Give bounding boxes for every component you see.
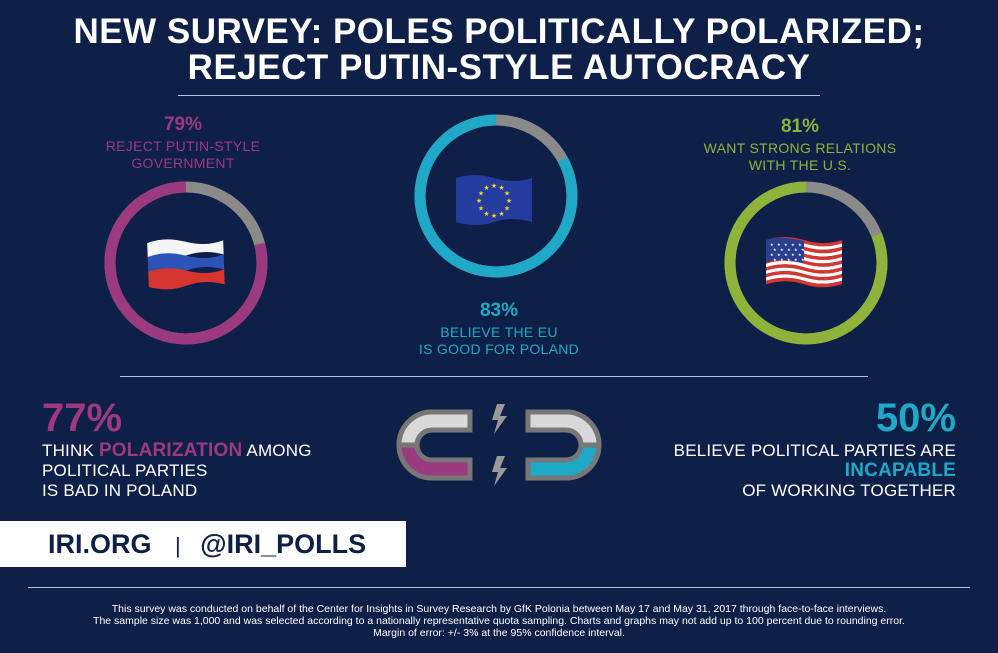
us-percent: 81% bbox=[780, 116, 820, 137]
us-stripe bbox=[766, 260, 842, 271]
us-star: ★ bbox=[777, 242, 781, 247]
us-label-line-1: WANT STRONG RELATIONS bbox=[703, 140, 897, 156]
us-stripe bbox=[766, 271, 842, 281]
polarization-line-1: THINK POLARIZATION AMONG bbox=[42, 441, 372, 461]
page-title: NEW SURVEY: POLES POLITICALLY POLARIZED;… bbox=[0, 14, 998, 86]
us-value-arc bbox=[724, 181, 888, 345]
parties-highlight: INCAPABLE bbox=[844, 460, 956, 481]
us-stripe bbox=[766, 267, 842, 277]
title-line-2: REJECT PUTIN-STYLE AUTOCRACY bbox=[187, 48, 811, 87]
us-flag-icon: ★ ★ ★ ★ ★★ ★ ★ ★ ★★ ★ ★ ★ ★★ ★ ★ ★ ★ bbox=[766, 237, 842, 288]
us-star: ★ bbox=[784, 252, 788, 257]
us-star: ★ bbox=[791, 252, 795, 257]
eu-star: ★ bbox=[498, 210, 504, 218]
polarization-percent: 77% bbox=[42, 396, 123, 440]
eu-star: ★ bbox=[506, 197, 512, 205]
polarization-highlight: POLARIZATION bbox=[98, 440, 243, 461]
us-star: ★ bbox=[794, 257, 798, 262]
lightning-icon bbox=[492, 404, 507, 486]
us-star: ★ bbox=[770, 252, 774, 257]
eu-star: ★ bbox=[476, 197, 482, 205]
eu-label-line-2: IS GOOD FOR POLAND bbox=[418, 341, 580, 357]
eu-star: ★ bbox=[483, 210, 489, 218]
handles-separator: | bbox=[175, 533, 181, 558]
us-stripe bbox=[766, 274, 842, 284]
footer-divider bbox=[28, 587, 970, 588]
footer-line-1: This survey was conducted on behalf of t… bbox=[111, 603, 887, 615]
us-star: ★ bbox=[780, 257, 784, 262]
eu-value-arc bbox=[414, 114, 578, 278]
eu-star: ★ bbox=[504, 205, 510, 213]
us-star: ★ bbox=[770, 242, 774, 247]
us-star: ★ bbox=[787, 247, 791, 252]
parties-block: 50% BELIEVE POLITICAL PARTIES ARE INCAPA… bbox=[640, 398, 956, 501]
russia-label-line-1: REJECT PUTIN-STYLE bbox=[105, 138, 261, 154]
us-star: ★ bbox=[798, 242, 802, 247]
eu-star: ★ bbox=[491, 212, 497, 220]
eu-star: ★ bbox=[478, 190, 484, 198]
us-star: ★ bbox=[784, 242, 788, 247]
us-star: ★ bbox=[777, 252, 781, 257]
section-divider bbox=[120, 376, 868, 377]
russia-percent: 79% bbox=[163, 114, 203, 135]
us-stripe bbox=[766, 277, 842, 288]
polarization-among: AMONG bbox=[242, 441, 312, 460]
us-star: ★ bbox=[801, 247, 805, 252]
polarization-think: THINK bbox=[42, 441, 99, 460]
us-star: ★ bbox=[801, 257, 805, 262]
footer-note: This survey was conducted on behalf of t… bbox=[0, 603, 998, 639]
eu-label-line-1: BELIEVE THE EU bbox=[440, 324, 558, 340]
eu-star: ★ bbox=[478, 205, 484, 213]
polarization-line-2: POLITICAL PARTIES bbox=[42, 461, 208, 480]
russia-donut bbox=[104, 181, 268, 345]
us-star: ★ bbox=[773, 247, 777, 252]
handles-bar: IRI.ORG | @IRI_POLLS bbox=[0, 521, 406, 567]
us-star: ★ bbox=[798, 252, 802, 257]
us-star: ★ bbox=[794, 247, 798, 252]
russia-value-arc bbox=[104, 181, 268, 345]
polarization-block: 77% THINK POLARIZATION AMONG POLITICAL P… bbox=[42, 398, 372, 501]
eu-flag-icon: ★ ★★★★★★★★★★★ bbox=[456, 175, 532, 225]
parties-line-1: BELIEVE POLITICAL PARTIES ARE bbox=[673, 441, 956, 460]
us-star: ★ bbox=[791, 242, 795, 247]
magnet-left-icon bbox=[396, 409, 473, 481]
eu-star: ★ bbox=[504, 190, 510, 198]
eu-star: ★ bbox=[498, 184, 504, 192]
footer-line-3: Margin of error: +/- 3% at the 95% confi… bbox=[373, 627, 625, 639]
us-star: ★ bbox=[773, 257, 777, 262]
us-stripe bbox=[766, 264, 842, 274]
russia-flag-icon bbox=[147, 239, 225, 290]
us-stat-text: 81% WANT STRONG RELATIONS WITH THE U.S. bbox=[690, 116, 910, 174]
eu-star: ★ bbox=[491, 182, 497, 190]
us-star: ★ bbox=[780, 247, 784, 252]
title-line-1: NEW SURVEY: POLES POLITICALLY POLARIZED; bbox=[73, 12, 925, 51]
twitter-handle-link[interactable]: @IRI_POLLS bbox=[200, 529, 367, 559]
eu-donut bbox=[414, 114, 578, 278]
parties-line-3: OF WORKING TOGETHER bbox=[742, 481, 956, 500]
us-star: ★ bbox=[787, 257, 791, 262]
eu-percent: 83% bbox=[479, 300, 519, 321]
eu-stat-text: 83% BELIEVE THE EU IS GOOD FOR POLAND bbox=[399, 300, 599, 358]
russia-stat-text: 79% REJECT PUTIN-STYLE GOVERNMENT bbox=[88, 114, 278, 172]
footer-line-2: The sample size was 1,000 and was select… bbox=[93, 615, 905, 627]
russia-label-line-2: GOVERNMENT bbox=[131, 155, 235, 171]
site-link[interactable]: IRI.ORG bbox=[48, 529, 152, 559]
us-label-line-2: WITH THE U.S. bbox=[748, 157, 852, 173]
title-divider bbox=[178, 95, 820, 96]
us-donut bbox=[724, 181, 888, 345]
polarization-line-3: IS BAD IN POLAND bbox=[42, 481, 198, 500]
parties-percent: 50% bbox=[875, 396, 956, 440]
eu-star: ★ bbox=[483, 184, 489, 192]
magnet-right-icon bbox=[525, 409, 602, 481]
